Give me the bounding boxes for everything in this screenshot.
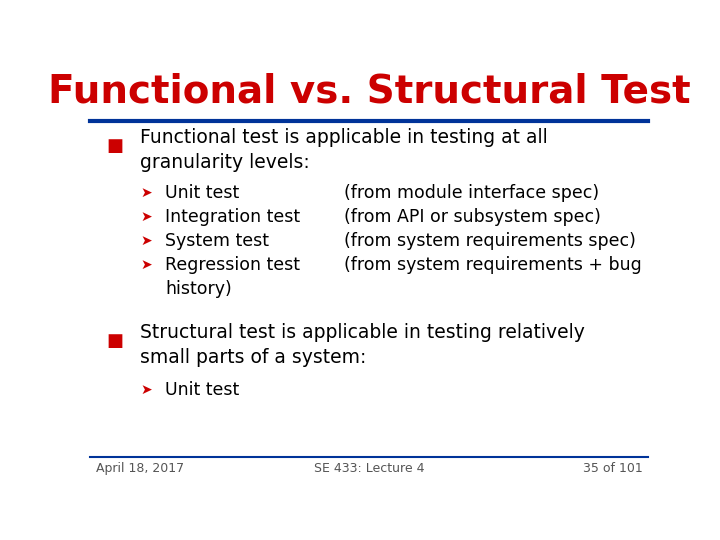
Text: ➤: ➤ xyxy=(140,234,152,248)
Text: small parts of a system:: small parts of a system: xyxy=(140,348,366,367)
Text: ➤: ➤ xyxy=(140,383,152,397)
Text: (from module interface spec): (from module interface spec) xyxy=(344,184,599,202)
Text: Regression test: Regression test xyxy=(166,256,300,274)
Text: ➤: ➤ xyxy=(140,210,152,224)
Text: (from API or subsystem spec): (from API or subsystem spec) xyxy=(344,208,600,226)
Text: (from system requirements spec): (from system requirements spec) xyxy=(344,232,636,250)
Text: Functional test is applicable in testing at all: Functional test is applicable in testing… xyxy=(140,128,548,147)
Text: ➤: ➤ xyxy=(140,186,152,200)
Text: ■: ■ xyxy=(107,137,124,155)
Text: granularity levels:: granularity levels: xyxy=(140,153,310,172)
Text: Functional vs. Structural Test: Functional vs. Structural Test xyxy=(48,73,690,111)
Text: Integration test: Integration test xyxy=(166,208,300,226)
Text: history): history) xyxy=(166,280,232,298)
Text: ➤: ➤ xyxy=(140,258,152,272)
Text: Unit test: Unit test xyxy=(166,184,240,202)
Text: Structural test is applicable in testing relatively: Structural test is applicable in testing… xyxy=(140,323,585,342)
Text: System test: System test xyxy=(166,232,269,250)
Text: ■: ■ xyxy=(107,332,124,350)
Text: 35 of 101: 35 of 101 xyxy=(582,462,642,475)
Text: April 18, 2017: April 18, 2017 xyxy=(96,462,184,475)
Text: Unit test: Unit test xyxy=(166,381,240,399)
Text: (from system requirements + bug: (from system requirements + bug xyxy=(344,256,642,274)
Text: SE 433: Lecture 4: SE 433: Lecture 4 xyxy=(314,462,424,475)
